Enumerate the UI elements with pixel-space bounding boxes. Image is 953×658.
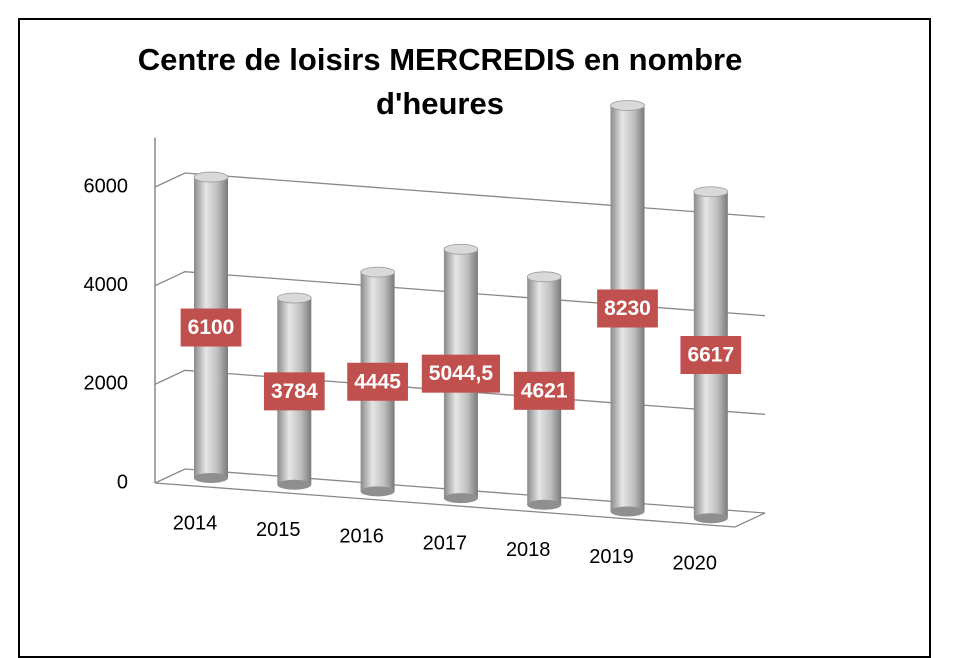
value-label: 8230 [604, 297, 651, 320]
x-tick-label: 2014 [173, 512, 218, 534]
bar-bottom [443, 493, 478, 504]
value-label: 6100 [188, 316, 235, 339]
bar-bottom [194, 473, 228, 483]
y-tick-label: 0 [117, 471, 128, 493]
grid-line [154, 468, 766, 514]
bar-top [526, 271, 562, 283]
bar-top [610, 100, 645, 111]
x-tick-label: 2018 [506, 539, 551, 561]
floor [154, 482, 766, 528]
x-tick-label: 2019 [589, 546, 634, 568]
value-label-box [597, 289, 658, 328]
x-tick-label: 2017 [423, 532, 468, 554]
x-tick-label: 2016 [339, 526, 384, 548]
x-tick-label: 2015 [256, 519, 301, 541]
value-label: 6617 [687, 344, 734, 367]
bar-top [443, 243, 479, 255]
value-label-box [513, 371, 575, 410]
value-label-box [180, 308, 242, 347]
x-tick-label: 2020 [673, 552, 718, 574]
value-label: 4445 [354, 370, 401, 393]
chart-title: Centre de loisirs MERCREDIS en nombre d'… [137, 42, 743, 121]
value-label: 3784 [271, 380, 318, 403]
value-label-box [347, 362, 408, 401]
bar-bottom [610, 506, 645, 517]
chart: 0 2000 4000 6000 6100 2014 3784 2015 4445 2016 504… [84, 100, 766, 574]
y-tick-label: 6000 [84, 175, 129, 197]
bar-bottom [527, 499, 562, 510]
grid-line [154, 172, 766, 218]
value-label-box [263, 372, 325, 411]
value-label-box [421, 354, 501, 393]
bar-top [360, 266, 396, 278]
value-label: 5044,5 [429, 362, 494, 385]
y-tick-label: 2000 [84, 373, 129, 395]
grid-line [154, 271, 766, 317]
bar-top [193, 171, 229, 183]
bar-bottom [360, 486, 395, 497]
y-tick-label: 4000 [84, 274, 129, 296]
value-label: 4621 [521, 379, 568, 402]
value-label-box [680, 335, 742, 374]
page: {"chart_data": {"type": "bar3d", "title"… [18, 18, 931, 658]
bar-bottom [277, 479, 312, 490]
bar-top [276, 292, 312, 304]
bar-bottom [693, 513, 728, 524]
bar-top [693, 186, 729, 198]
